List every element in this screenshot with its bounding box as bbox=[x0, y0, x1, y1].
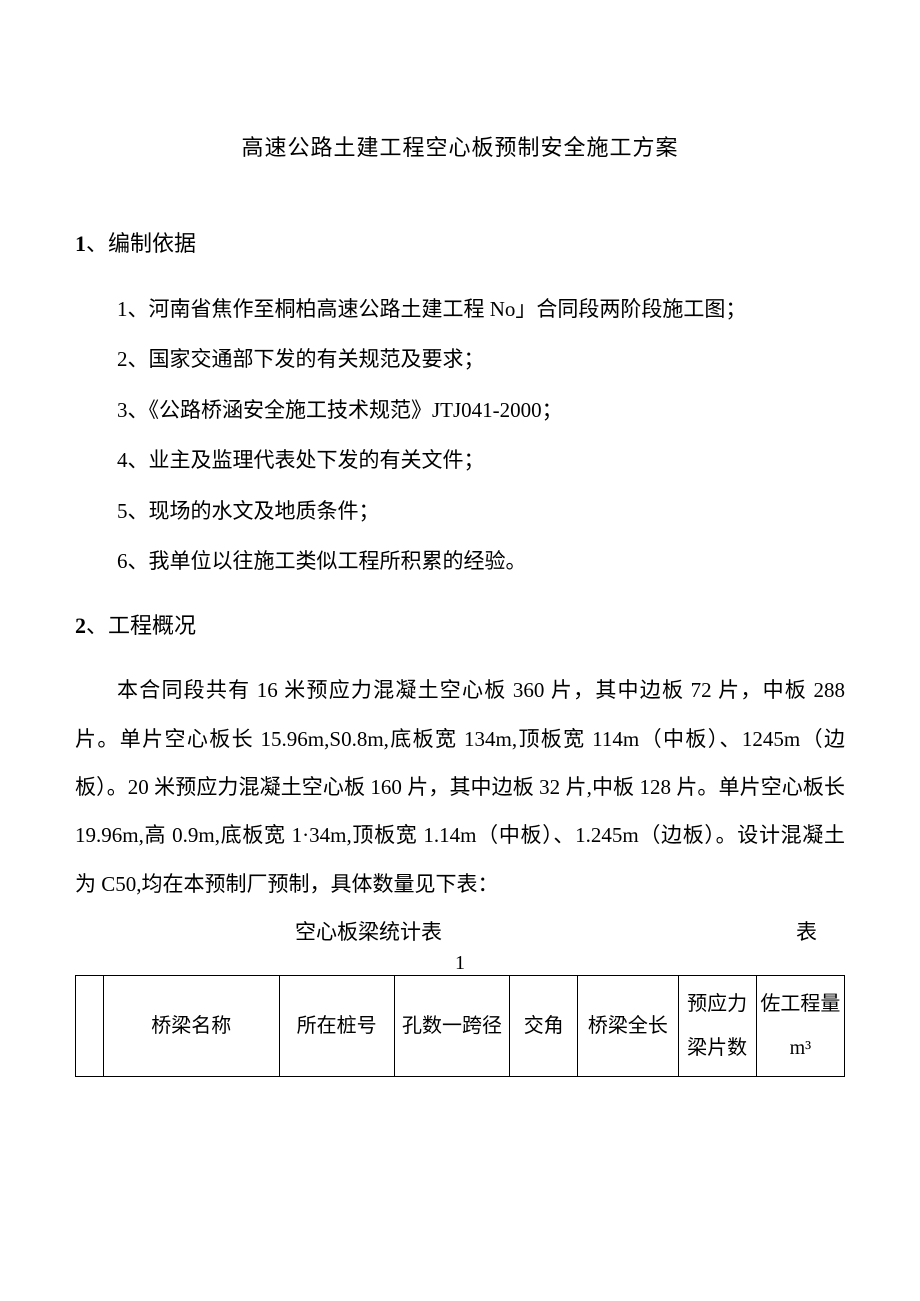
table-col-header: 所在桩号 bbox=[279, 975, 394, 1076]
table-caption-row: 空心板梁统计表 表 bbox=[75, 916, 845, 946]
section-2-heading: 2、工程概况 bbox=[75, 604, 845, 648]
section-2-heading-text: 、工程概况 bbox=[86, 613, 196, 638]
document-title: 高速公路土建工程空心板预制安全施工方案 bbox=[75, 130, 845, 162]
section-1-item: 5、现场的水文及地质条件； bbox=[75, 486, 845, 536]
section-1-item: 4、业主及监理代表处下发的有关文件； bbox=[75, 435, 845, 485]
section-1-item: 2、国家交通部下发的有关规范及要求； bbox=[75, 334, 845, 384]
table-col-header: 佐工程量m³ bbox=[756, 975, 844, 1076]
table-col-header: 桥梁名称 bbox=[104, 975, 279, 1076]
table-col-header: 预应力梁片数 bbox=[678, 975, 756, 1076]
table-index-mark: 1 bbox=[75, 952, 845, 975]
section-1-heading: 1、编制依据 bbox=[75, 222, 845, 266]
table-header-row: 桥梁名称 所在桩号 孔数一跨径 交角 桥梁全长 预应力梁片数 佐工程量m³ bbox=[76, 975, 845, 1076]
section-1-item: 1、河南省焦作至桐柏高速公路土建工程 No」合同段两阶段施工图； bbox=[75, 284, 845, 334]
section-2-number: 2 bbox=[75, 613, 86, 638]
table-caption-right: 表 bbox=[796, 916, 817, 946]
section-2-paragraph: 本合同段共有 16 米预应力混凝土空心板 360 片，其中边板 72 片，中板 … bbox=[75, 666, 845, 907]
statistics-table: 桥梁名称 所在桩号 孔数一跨径 交角 桥梁全长 预应力梁片数 佐工程量m³ bbox=[75, 975, 845, 1077]
section-1-number: 1 bbox=[75, 231, 86, 256]
document-page: 高速公路土建工程空心板预制安全施工方案 1、编制依据 1、河南省焦作至桐柏高速公… bbox=[0, 0, 920, 1301]
table-col-header: 桥梁全长 bbox=[578, 975, 678, 1076]
table-col-header: 孔数一跨径 bbox=[394, 975, 509, 1076]
table-col-header bbox=[76, 975, 104, 1076]
section-1-heading-text: 、编制依据 bbox=[86, 231, 196, 256]
section-1-item: 3、《公路桥涵安全施工技术规范》JTJ041-2000； bbox=[75, 385, 845, 435]
table-col-header: 交角 bbox=[510, 975, 578, 1076]
table-caption: 空心板梁统计表 bbox=[295, 916, 442, 946]
section-1-item: 6、我单位以往施工类似工程所积累的经验。 bbox=[75, 536, 845, 586]
